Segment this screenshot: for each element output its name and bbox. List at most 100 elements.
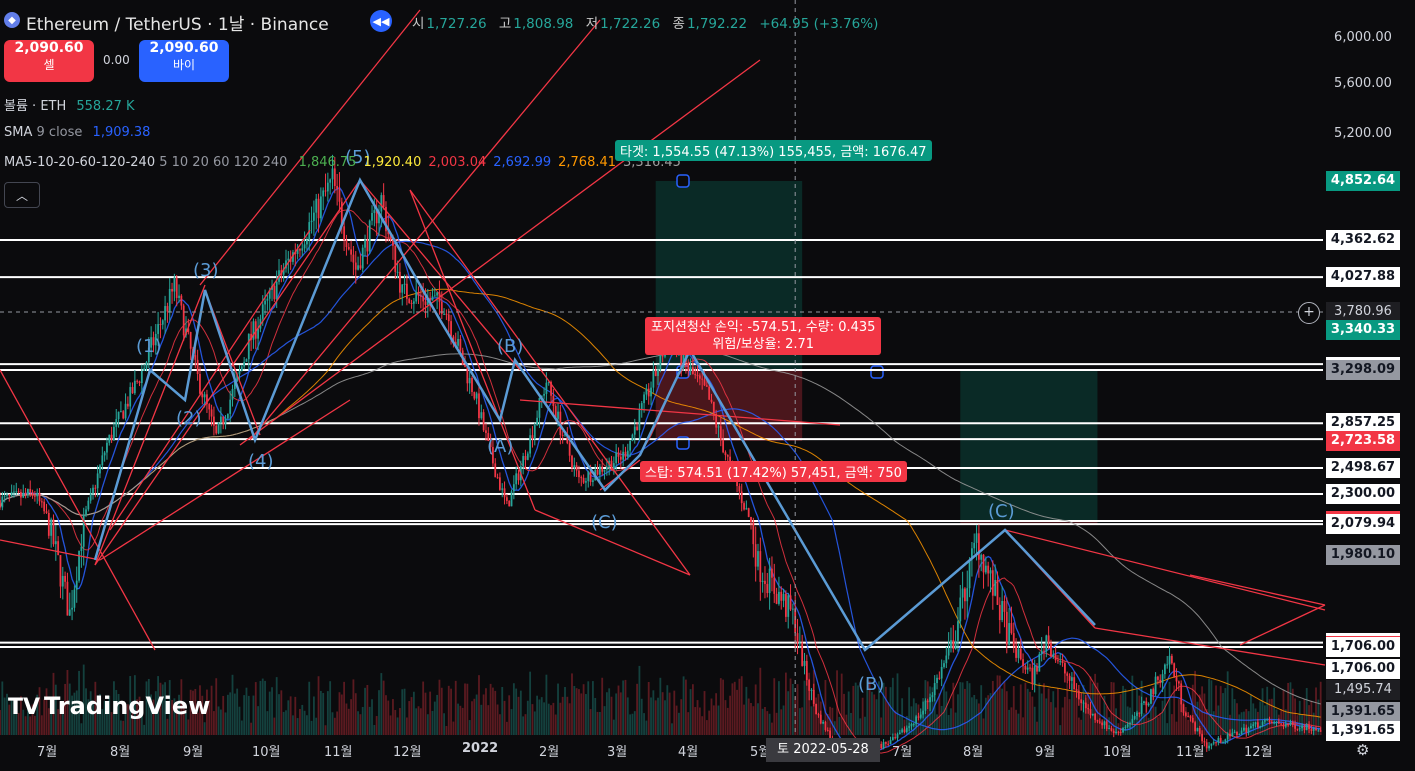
volume-bar	[380, 673, 383, 735]
candle-body	[347, 246, 350, 250]
candle-body	[1236, 731, 1238, 735]
candle-body	[340, 201, 343, 227]
candle-body	[531, 435, 534, 439]
time-axis-label: 7월	[892, 745, 913, 760]
candle-body	[917, 716, 920, 718]
volume-bar	[980, 685, 983, 735]
volume-bar	[512, 683, 515, 735]
symbol-title[interactable]: Ethereum / TetherUS · 1날 · Binance	[26, 15, 329, 35]
candle-body	[229, 399, 232, 414]
volume-bar	[424, 692, 427, 735]
volume-bar	[824, 680, 827, 735]
candle-body	[350, 249, 352, 255]
candle-body	[1303, 725, 1306, 731]
volume-bar	[561, 696, 564, 735]
candle-body	[164, 306, 166, 321]
volume-bar	[373, 725, 376, 735]
volume-bar	[1259, 701, 1262, 735]
candle-body	[659, 349, 662, 370]
candle-body	[1250, 726, 1252, 729]
volume-bar	[312, 696, 315, 735]
candle-body	[22, 492, 25, 498]
candle-body	[708, 386, 711, 400]
collapse-legend-button[interactable]: ︿	[4, 182, 40, 208]
volume-bar	[485, 688, 487, 735]
chart-settings-icon[interactable]: ⚙	[1356, 741, 1370, 759]
sma-legend[interactable]: SMA 9 close 1,909.38	[4, 125, 150, 140]
candle-body	[1238, 734, 1241, 736]
wave-labels: (1) (2) (3) (4) (5) (A) (B) (C) (C) (B)	[136, 147, 1015, 695]
volume-bar	[1245, 709, 1248, 735]
volume-bar	[984, 697, 987, 735]
candle-body	[382, 195, 385, 207]
candle-body	[389, 234, 392, 241]
candle-body	[1033, 666, 1036, 685]
candle-body	[522, 456, 525, 467]
candle-body	[285, 260, 287, 269]
volume-bar	[403, 688, 406, 735]
add-alert-icon[interactable]: +	[1298, 302, 1320, 324]
candle-body	[1312, 728, 1315, 731]
candle-body	[905, 727, 908, 733]
candle-body	[385, 206, 387, 232]
volume-bar	[366, 684, 369, 735]
tradingview-logo[interactable]: 𝗧𝗩 TradingView	[8, 692, 210, 720]
volume-bar	[1012, 686, 1015, 735]
candle-body	[15, 491, 18, 493]
volume-bar	[866, 679, 869, 735]
wave-label-3: (4)	[248, 451, 274, 472]
wave-label-6: (B)	[497, 336, 523, 357]
volume-bar	[945, 691, 948, 735]
candle-body	[1254, 722, 1257, 725]
candle-body	[419, 295, 422, 297]
candle-body	[1266, 719, 1269, 721]
volume-bar	[698, 707, 701, 735]
trend-line-9	[239, 59, 761, 446]
volume-bar	[196, 712, 199, 735]
candle-body	[175, 277, 178, 298]
volume-legend[interactable]: 볼륨 · ETH 558.27 K	[4, 95, 135, 114]
volume-bar	[57, 709, 60, 735]
volume-bar	[243, 695, 246, 735]
volume-bar	[1175, 721, 1178, 735]
candle-body	[1194, 722, 1197, 732]
ma-legend[interactable]: MA5-10-20-60-120-240 5 10 20 60 120 240 …	[4, 155, 681, 170]
volume-bar	[1173, 685, 1176, 735]
volume-bar	[605, 692, 608, 735]
volume-bar	[787, 691, 790, 735]
ma-value-1: 1,920.40	[363, 155, 422, 170]
sell-button[interactable]: 2,090.60 셀	[4, 40, 94, 82]
volume-bar	[536, 695, 539, 735]
candle-body	[964, 588, 966, 602]
candle-body	[373, 210, 376, 214]
buy-button[interactable]: 2,090.60 바이	[139, 40, 229, 82]
volume-bar	[1145, 701, 1148, 735]
volume-bar	[101, 708, 104, 735]
volume-bar	[650, 697, 652, 735]
replay-rewind-icon[interactable]: ◀◀	[370, 10, 392, 32]
volume-bar	[466, 683, 469, 735]
candle-body	[161, 320, 164, 325]
volume-bar	[610, 696, 613, 735]
candle-body	[775, 593, 778, 604]
candle-body	[243, 361, 246, 367]
volume-bar	[715, 693, 718, 735]
candle-body	[724, 452, 727, 456]
volume-bar	[1170, 714, 1173, 735]
candle-body	[1247, 728, 1250, 733]
volume-bar	[294, 696, 297, 735]
volume-bar	[736, 689, 738, 735]
volume-bar	[1094, 673, 1097, 735]
volume-bar	[994, 691, 997, 735]
volume-bar	[768, 713, 771, 735]
price-axis-label: 2,079.94	[1326, 514, 1400, 535]
volume-bar	[75, 690, 78, 735]
price-axis-label: 1,495.74	[1326, 680, 1400, 700]
candle-body	[894, 737, 897, 739]
volume-bar	[343, 681, 346, 735]
candle-body	[1319, 730, 1322, 732]
volume-bar	[722, 679, 725, 735]
volume-bar	[264, 680, 266, 735]
candle-body	[984, 565, 987, 573]
